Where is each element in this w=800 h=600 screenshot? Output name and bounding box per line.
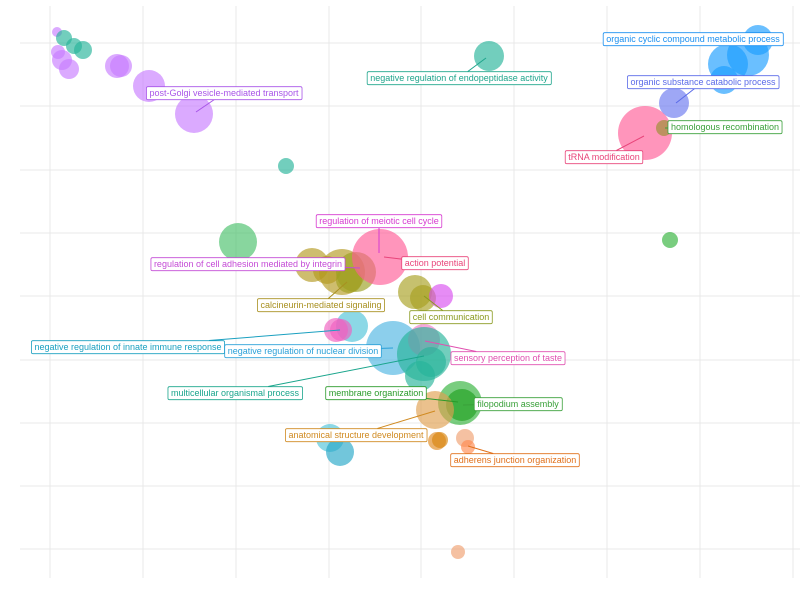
bubble-13 [662,232,678,248]
leader-line-13 [424,340,477,352]
bubble-label-text-7: regulation of cell adhesion mediated by … [154,259,342,269]
leader-line-7 [345,266,361,269]
bubble-label-6: regulation of meiotic cell cycle [315,214,443,229]
bubble-19 [618,106,672,160]
bubble-label-box-13 [450,351,566,366]
bubble-label-text-15: membrane organization [329,388,424,398]
bubble-label-12: negative regulation of nuclear division [224,344,382,359]
bubble-label-box-8 [401,256,469,271]
bubble-label-box-17 [285,428,428,443]
bubble-label-text-11: negative regulation of innate immune res… [34,342,221,352]
leader-line-14 [268,355,425,387]
bubble-label-17: anatomical structure development [285,428,428,443]
bubble-label-1: negative regulation of endopeptidase act… [366,71,552,86]
bubble-label-text-4: homologous recombination [671,122,779,132]
leader-line-17 [377,410,436,429]
leader-line-15 [426,398,459,403]
bubble-label-text-8: action potential [405,258,466,268]
bubbles [51,25,773,559]
bubble-label-7: regulation of cell adhesion mediated by … [150,257,346,272]
bubble-label-10: cell communication [409,310,493,325]
bubble-label-5: tRNA modification [564,150,644,165]
bubble-label-box-15 [325,386,427,401]
bubble-30 [429,284,453,308]
bubble-label-box-5 [564,150,644,165]
leader-line-10 [423,295,443,311]
bubble-18 [659,88,689,118]
bubble-10 [175,95,213,133]
bubble-label-13: sensory perception of taste [450,351,566,366]
bubble-40 [446,389,478,421]
leader-line-5 [616,135,645,151]
bubble-label-box-3 [627,75,780,90]
bubble-label-text-9: calcineurin-mediated signaling [260,300,381,310]
bubble-label-text-14: multicellular organismal process [171,388,300,398]
bubble-label-text-16: filopodium assembly [477,399,559,409]
bubble-label-text-13: sensory perception of taste [454,353,562,363]
bubble-label-box-12 [224,344,382,359]
bubble-label-3: organic substance catabolic process [627,75,780,90]
bubble-label-text-10: cell communication [413,312,490,322]
bubble-38 [405,361,435,391]
bubble-label-box-6 [315,214,443,229]
bubble-8 [110,55,132,77]
bubble-27 [352,229,408,285]
bubble-label-11: negative regulation of innate immune res… [31,340,225,355]
bubble-21 [219,223,257,261]
bubble-label-text-2: organic cyclic compound metabolic proces… [606,34,780,44]
leader-line-8 [383,256,402,260]
bubble-label-box-18 [450,453,580,468]
bubble-label-text-17: anatomical structure development [288,430,424,440]
bubble-label-9: calcineurin-mediated signaling [257,298,385,313]
bubble-label-box-2 [602,32,784,47]
bubble-label-box-1 [366,71,552,86]
bubble-label-8: action potential [401,256,469,271]
bubble-12 [278,158,294,174]
bubble-label-text-0: post-Golgi vesicle-mediated transport [149,88,299,98]
bubble-label-box-0 [146,86,303,101]
bubble-label-15: membrane organization [325,386,427,401]
bubble-label-4: homologous recombination [667,120,783,135]
bubble-3 [74,41,92,59]
bubble-label-16: filopodium assembly [473,397,563,412]
leader-lines [195,57,695,454]
bubble-43 [432,432,448,448]
bubble-label-2: organic cyclic compound metabolic proces… [602,32,784,47]
bubble-label-box-7 [150,257,346,272]
bubble-label-box-9 [257,298,385,313]
bubble-label-box-14 [167,386,303,401]
bubble-label-14: multicellular organismal process [167,386,303,401]
bubble-label-text-5: tRNA modification [568,152,640,162]
bubble-label-box-4 [667,120,783,135]
leader-line-9 [328,281,348,299]
bubble-47 [326,438,354,466]
bubble-label-text-18: adherens junction organization [454,455,577,465]
labels: post-Golgi vesicle-mediated transport neg… [31,32,784,468]
leader-line-3 [675,88,695,104]
bubble-6 [59,59,79,79]
bubble-label-text-6: regulation of meiotic cell cycle [319,216,439,226]
leader-line-11 [209,329,341,341]
bubble-label-box-10 [409,310,493,325]
bubble-48 [451,545,465,559]
bubble-label-text-1: negative regulation of endopeptidase act… [370,73,548,83]
leader-line-1 [467,57,487,72]
bubble-29 [410,285,436,311]
bubble-label-0: post-Golgi vesicle-mediated transport [146,86,303,101]
leader-line-0 [195,99,215,113]
bubble-45 [461,440,475,454]
bubble-label-18: adherens junction organization [450,453,580,468]
bubble-11 [474,41,504,71]
bubble-label-text-12: negative regulation of nuclear division [228,346,379,356]
bubble-label-text-3: organic substance catabolic process [630,77,776,87]
leader-line-18 [467,445,494,454]
bubble-33 [330,319,352,341]
bubble-label-box-16 [473,397,563,412]
